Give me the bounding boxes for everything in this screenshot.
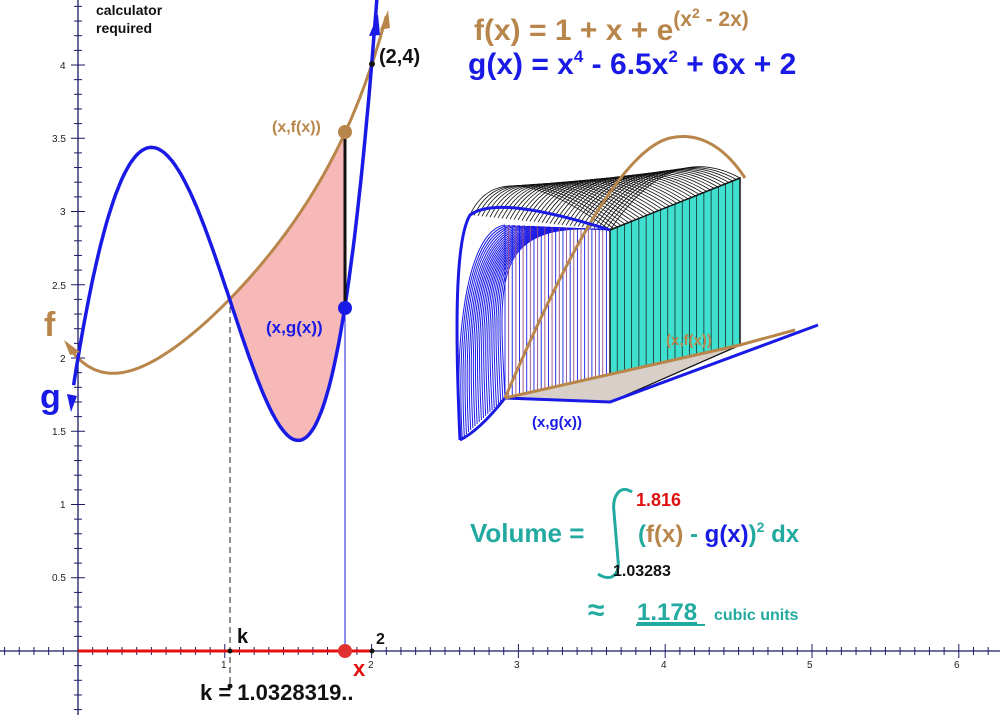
label-x-fx: (x,f(x)) <box>272 119 321 136</box>
solid-blue-hatch <box>466 225 526 433</box>
solid-blue-hatch <box>474 226 546 425</box>
solid-of-revolution-illustration: (x,f(x)) (x,g(x)) <box>455 135 819 442</box>
solid-top-hatch <box>589 170 722 229</box>
point-x-on-axis <box>338 644 352 658</box>
upper-limit: 1.816 <box>636 490 681 510</box>
y-tick-label: 2 <box>60 354 66 365</box>
g-formula: g(x) = x4 - 6.5x2 + 6x + 2 <box>468 47 796 81</box>
solid-label-x-fx: (x,f(x)) <box>666 332 712 349</box>
solid-blue-hatch <box>479 226 556 421</box>
y-tick-label: 1 <box>60 500 66 511</box>
solid-blue-hatch <box>468 225 531 431</box>
solid-blue-hatch <box>495 228 596 405</box>
solid-top-hatch <box>545 177 681 224</box>
point-k <box>227 648 233 654</box>
y-tick-label: 3.5 <box>52 134 66 145</box>
solid-blue-hatch <box>472 226 541 427</box>
y-tick-label: 1.5 <box>52 427 66 438</box>
solid-blue-hatch <box>470 225 536 429</box>
solid-left-edge <box>455 205 611 441</box>
calculator-note-line1: calculator <box>96 2 163 18</box>
solid-top-hatch <box>593 169 726 229</box>
label-two: 2 <box>376 631 385 648</box>
y-tick-label: 3 <box>60 207 66 218</box>
y-axis-ticks <box>71 5 85 711</box>
solid-top-hatch <box>569 173 704 226</box>
integrand: (f(x) - g(x))2 dx <box>638 519 800 548</box>
solid-blue-hatch <box>481 227 561 419</box>
solid-top-hatch <box>557 175 692 225</box>
label-g: g <box>40 378 61 416</box>
volume-result: 1.178 <box>637 599 697 626</box>
x-tick-label: 2 <box>368 660 374 671</box>
label-x: x <box>353 656 366 681</box>
y-tick-label: 2.5 <box>52 281 66 292</box>
y-tick-label: 4 <box>60 61 66 72</box>
label-x-gx: (x,g(x)) <box>266 318 323 337</box>
solid-top-hatch <box>605 167 737 230</box>
label-k: k <box>237 626 249 648</box>
solid-face-lines <box>616 180 734 399</box>
solid-blue-hatch <box>462 224 516 437</box>
solid-blue-hatch <box>476 226 551 423</box>
point-k-lower <box>227 683 233 689</box>
x-tick-label: 6 <box>954 660 960 671</box>
approx-symbol: ≈ <box>588 594 604 627</box>
volume-label: Volume = <box>470 518 584 548</box>
solid-top-hatch <box>601 168 733 230</box>
solid-label-x-gx: (x,g(x)) <box>532 414 582 431</box>
g-arrow-end <box>369 14 380 36</box>
solid-f-edge <box>504 328 796 400</box>
solid-top-hatch <box>581 171 715 228</box>
point-2-4 <box>369 61 375 67</box>
solid-blue-hatch <box>483 227 566 417</box>
x-tick-label: 1 <box>221 660 227 671</box>
f-formula: f(x) = 1 + x + e(x2 - 2x) <box>474 5 749 47</box>
point-2-on-axis <box>369 648 375 654</box>
solid-top-hatch <box>541 177 678 223</box>
solid-top-edge <box>503 135 747 399</box>
calculator-note-line2: required <box>96 20 152 36</box>
lower-limit: 1.03283 <box>613 563 671 580</box>
solid-top-hatch <box>549 176 685 224</box>
f-arrow-start <box>64 340 80 355</box>
x-tick-label: 3 <box>514 660 520 671</box>
y-tick-label: 0.5 <box>52 573 66 584</box>
point-x-gx <box>338 301 352 315</box>
solid-top-hatch <box>577 172 711 227</box>
g-arrow-start <box>67 394 77 412</box>
solid-top-hatch <box>553 176 689 225</box>
shaded-region <box>229 133 345 441</box>
point-x-fx <box>338 125 352 139</box>
integral-sign <box>597 488 633 579</box>
units-label: cubic units <box>714 607 799 624</box>
solid-top-hatch <box>597 168 730 229</box>
x-tick-label: 5 <box>807 660 813 671</box>
label-f: f <box>44 306 56 344</box>
k-value: k = 1.0328319.. <box>200 680 354 705</box>
solid-blue-hatch <box>464 225 521 435</box>
g-curve <box>71 0 379 443</box>
solid-top-hatch <box>573 172 707 227</box>
solid-blue-hatch <box>460 224 511 439</box>
x-tick-label: 4 <box>661 660 667 671</box>
solid-top-hatch <box>609 166 741 231</box>
solid-blue-hatch <box>485 227 571 415</box>
label-2-4: (2,4) <box>379 46 420 68</box>
f-arrow-end <box>380 10 390 30</box>
solid-cross-section-lines <box>458 166 741 441</box>
solid-top-hatch <box>565 174 700 226</box>
